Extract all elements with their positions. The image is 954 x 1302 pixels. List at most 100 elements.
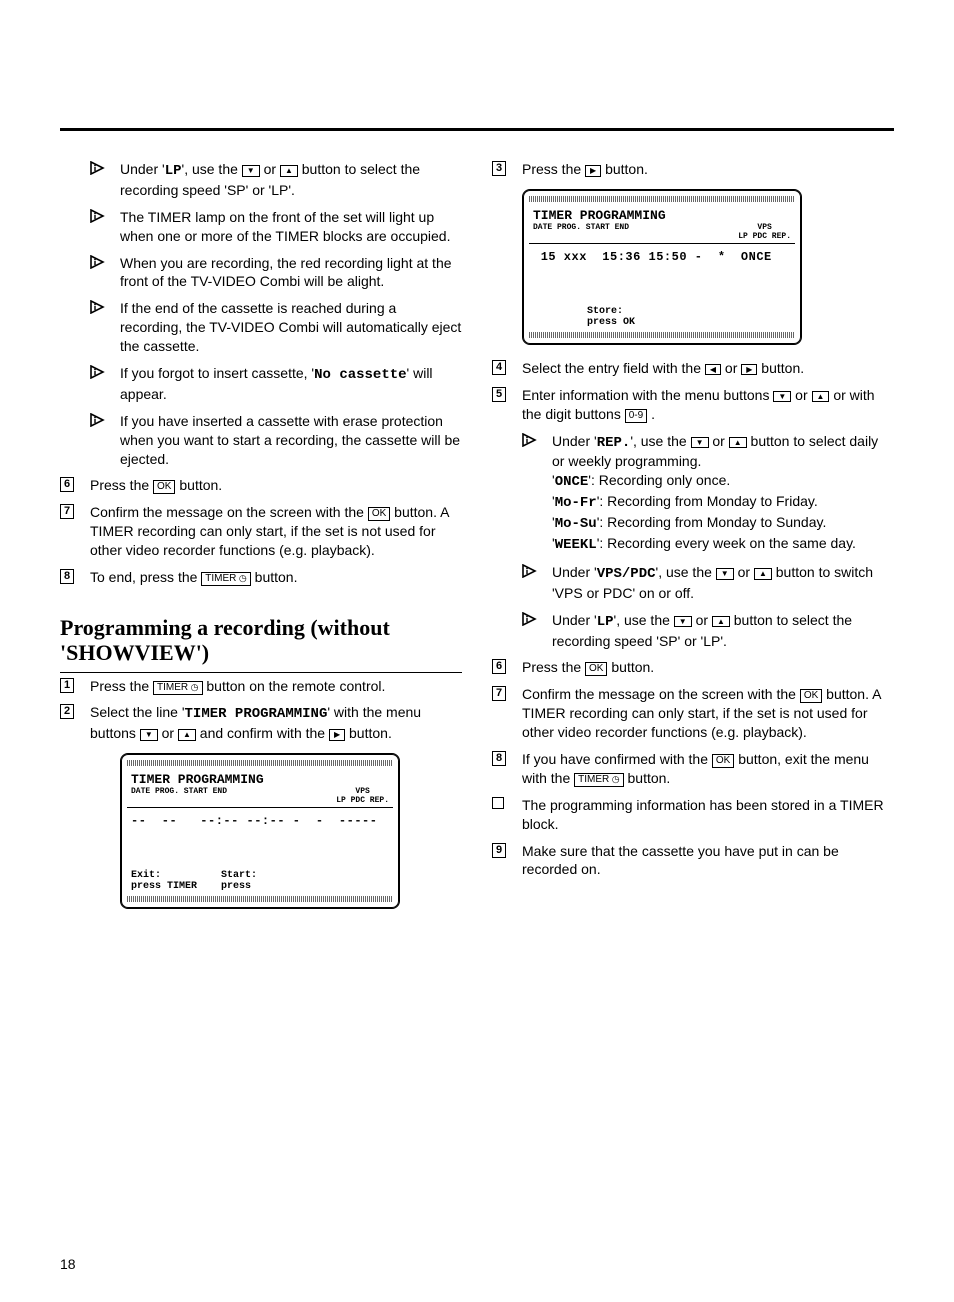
- tip-text: If the end of the cassette is reached du…: [120, 299, 462, 356]
- text: button.: [175, 477, 222, 493]
- step-number: 6: [60, 477, 74, 492]
- screen-noise: [127, 760, 393, 766]
- right-button-icon: ▶: [585, 165, 601, 177]
- mono-text: VPS/PDC: [597, 566, 656, 582]
- step-marker: 4: [492, 359, 522, 375]
- timer-button-icon: TIMER: [574, 773, 623, 787]
- step-row: 3 Press the ▶ button.: [492, 160, 894, 179]
- right-button-icon: ▶: [329, 729, 345, 741]
- text: Confirm the message on the screen with t…: [522, 686, 800, 702]
- down-button-icon: ▼: [716, 568, 734, 580]
- step-text: Press the OK button.: [522, 658, 894, 677]
- text: ', use the: [630, 433, 690, 449]
- info-marker: [90, 412, 120, 427]
- text: or: [260, 161, 280, 177]
- step-text: Enter information with the menu buttons …: [522, 386, 894, 424]
- text: or: [734, 564, 754, 580]
- tv-screen-mock: TIMER PROGRAMMING DATE PROG. START END V…: [522, 189, 802, 345]
- text: and confirm with the: [196, 725, 329, 741]
- tip-row: Under 'REP.', use the ▼ or ▲ button to s…: [492, 432, 894, 555]
- text: or: [158, 725, 178, 741]
- note-row: The programming information has been sto…: [492, 796, 894, 834]
- text: Under ': [552, 564, 597, 580]
- page-number: 18: [60, 1256, 76, 1272]
- ok-button-icon: OK: [712, 754, 734, 768]
- text: ', use the: [656, 564, 716, 580]
- down-button-icon: ▼: [691, 437, 709, 449]
- info-marker: [90, 160, 120, 175]
- tip-text: Under 'VPS/PDC', use the ▼ or ▲ button t…: [552, 563, 894, 603]
- tip-text: If you forgot to insert cassette, 'No ca…: [120, 364, 462, 404]
- tip-text: Under 'REP.', use the ▼ or ▲ button to s…: [552, 432, 894, 555]
- step-text: Make sure that the cassette you have put…: [522, 842, 894, 880]
- screen-title: TIMER PROGRAMMING: [127, 770, 393, 787]
- mono-text: No cassette: [314, 367, 406, 383]
- info-marker: [90, 208, 120, 223]
- step-marker: 6: [492, 658, 522, 674]
- tip-text: If you have inserted a cassette with era…: [120, 412, 462, 469]
- text: If you forgot to insert cassette, ': [120, 365, 314, 381]
- text: Press the: [90, 477, 153, 493]
- text: or: [721, 360, 741, 376]
- text: button.: [345, 725, 392, 741]
- step-row: 7 Confirm the message on the screen with…: [60, 503, 462, 560]
- step-number: 2: [60, 704, 74, 719]
- text: ': Recording every week on the same day.: [597, 535, 856, 551]
- tv-screen-mock: TIMER PROGRAMMING DATE PROG. START END V…: [120, 753, 400, 909]
- info-icon: [522, 612, 540, 626]
- right-button-icon: ▶: [741, 364, 757, 376]
- digits-button-icon: 0-9: [625, 409, 647, 423]
- text: Press the: [90, 678, 153, 694]
- step-marker: 8: [492, 750, 522, 766]
- left-column: Under 'LP', use the ▼ or ▲ button to sel…: [60, 160, 462, 923]
- text: Select the line ': [90, 704, 185, 720]
- mono-text: LP: [165, 163, 182, 179]
- info-marker: [90, 299, 120, 314]
- down-button-icon: ▼: [140, 729, 158, 741]
- step-text: If you have confirmed with the OK button…: [522, 750, 894, 788]
- right-column: 3 Press the ▶ button. TIMER PROGRAMMING …: [492, 160, 894, 923]
- ok-button-icon: OK: [800, 689, 822, 703]
- top-rule: [60, 128, 894, 131]
- step-marker: 8: [60, 568, 90, 584]
- down-button-icon: ▼: [242, 165, 260, 177]
- tip-row: When you are recording, the red recordin…: [60, 254, 462, 292]
- text: Confirm the message on the screen with t…: [90, 504, 368, 520]
- two-column-layout: Under 'LP', use the ▼ or ▲ button to sel…: [60, 160, 894, 923]
- step-row: 1 Press the TIMER button on the remote c…: [60, 677, 462, 696]
- info-icon: [90, 300, 108, 314]
- tip-row: The TIMER lamp on the front of the set w…: [60, 208, 462, 246]
- text: Enter information with the menu buttons: [522, 387, 773, 403]
- text: .: [647, 406, 655, 422]
- text: button on the remote control.: [203, 678, 386, 694]
- mono-text: WEEKL: [555, 537, 597, 553]
- text: Under ': [552, 433, 597, 449]
- text: VPS: [738, 223, 791, 232]
- up-button-icon: ▲: [712, 616, 730, 628]
- tip-text: The TIMER lamp on the front of the set w…: [120, 208, 462, 246]
- screen-header: DATE PROG. START END VPSLP PDC REP.: [529, 223, 795, 244]
- info-icon: [90, 365, 108, 379]
- step-row: 2 Select the line 'TIMER PROGRAMMING' wi…: [60, 703, 462, 743]
- hdr-left: DATE PROG. START END: [131, 787, 227, 805]
- step-text: To end, press the TIMER button.: [90, 568, 462, 587]
- step-marker: 1: [60, 677, 90, 693]
- hdr-right: VPSLP PDC REP.: [336, 787, 389, 805]
- info-icon: [522, 433, 540, 447]
- text: or: [791, 387, 811, 403]
- mono-text: Mo-Fr: [555, 495, 597, 511]
- screen-noise: [529, 196, 795, 202]
- ok-button-icon: OK: [585, 662, 607, 676]
- text: button.: [624, 770, 671, 786]
- info-marker: [522, 611, 552, 626]
- step-number: 7: [492, 686, 506, 701]
- up-button-icon: ▲: [754, 568, 772, 580]
- hdr-right: VPSLP PDC REP.: [738, 223, 791, 241]
- step-number: 4: [492, 360, 506, 375]
- screen-title: TIMER PROGRAMMING: [529, 206, 795, 223]
- step-text: Confirm the message on the screen with t…: [522, 685, 894, 742]
- spacer: [127, 830, 393, 870]
- step-text: Press the ▶ button.: [522, 160, 894, 179]
- text: or: [692, 612, 712, 628]
- tip-text: When you are recording, the red recordin…: [120, 254, 462, 292]
